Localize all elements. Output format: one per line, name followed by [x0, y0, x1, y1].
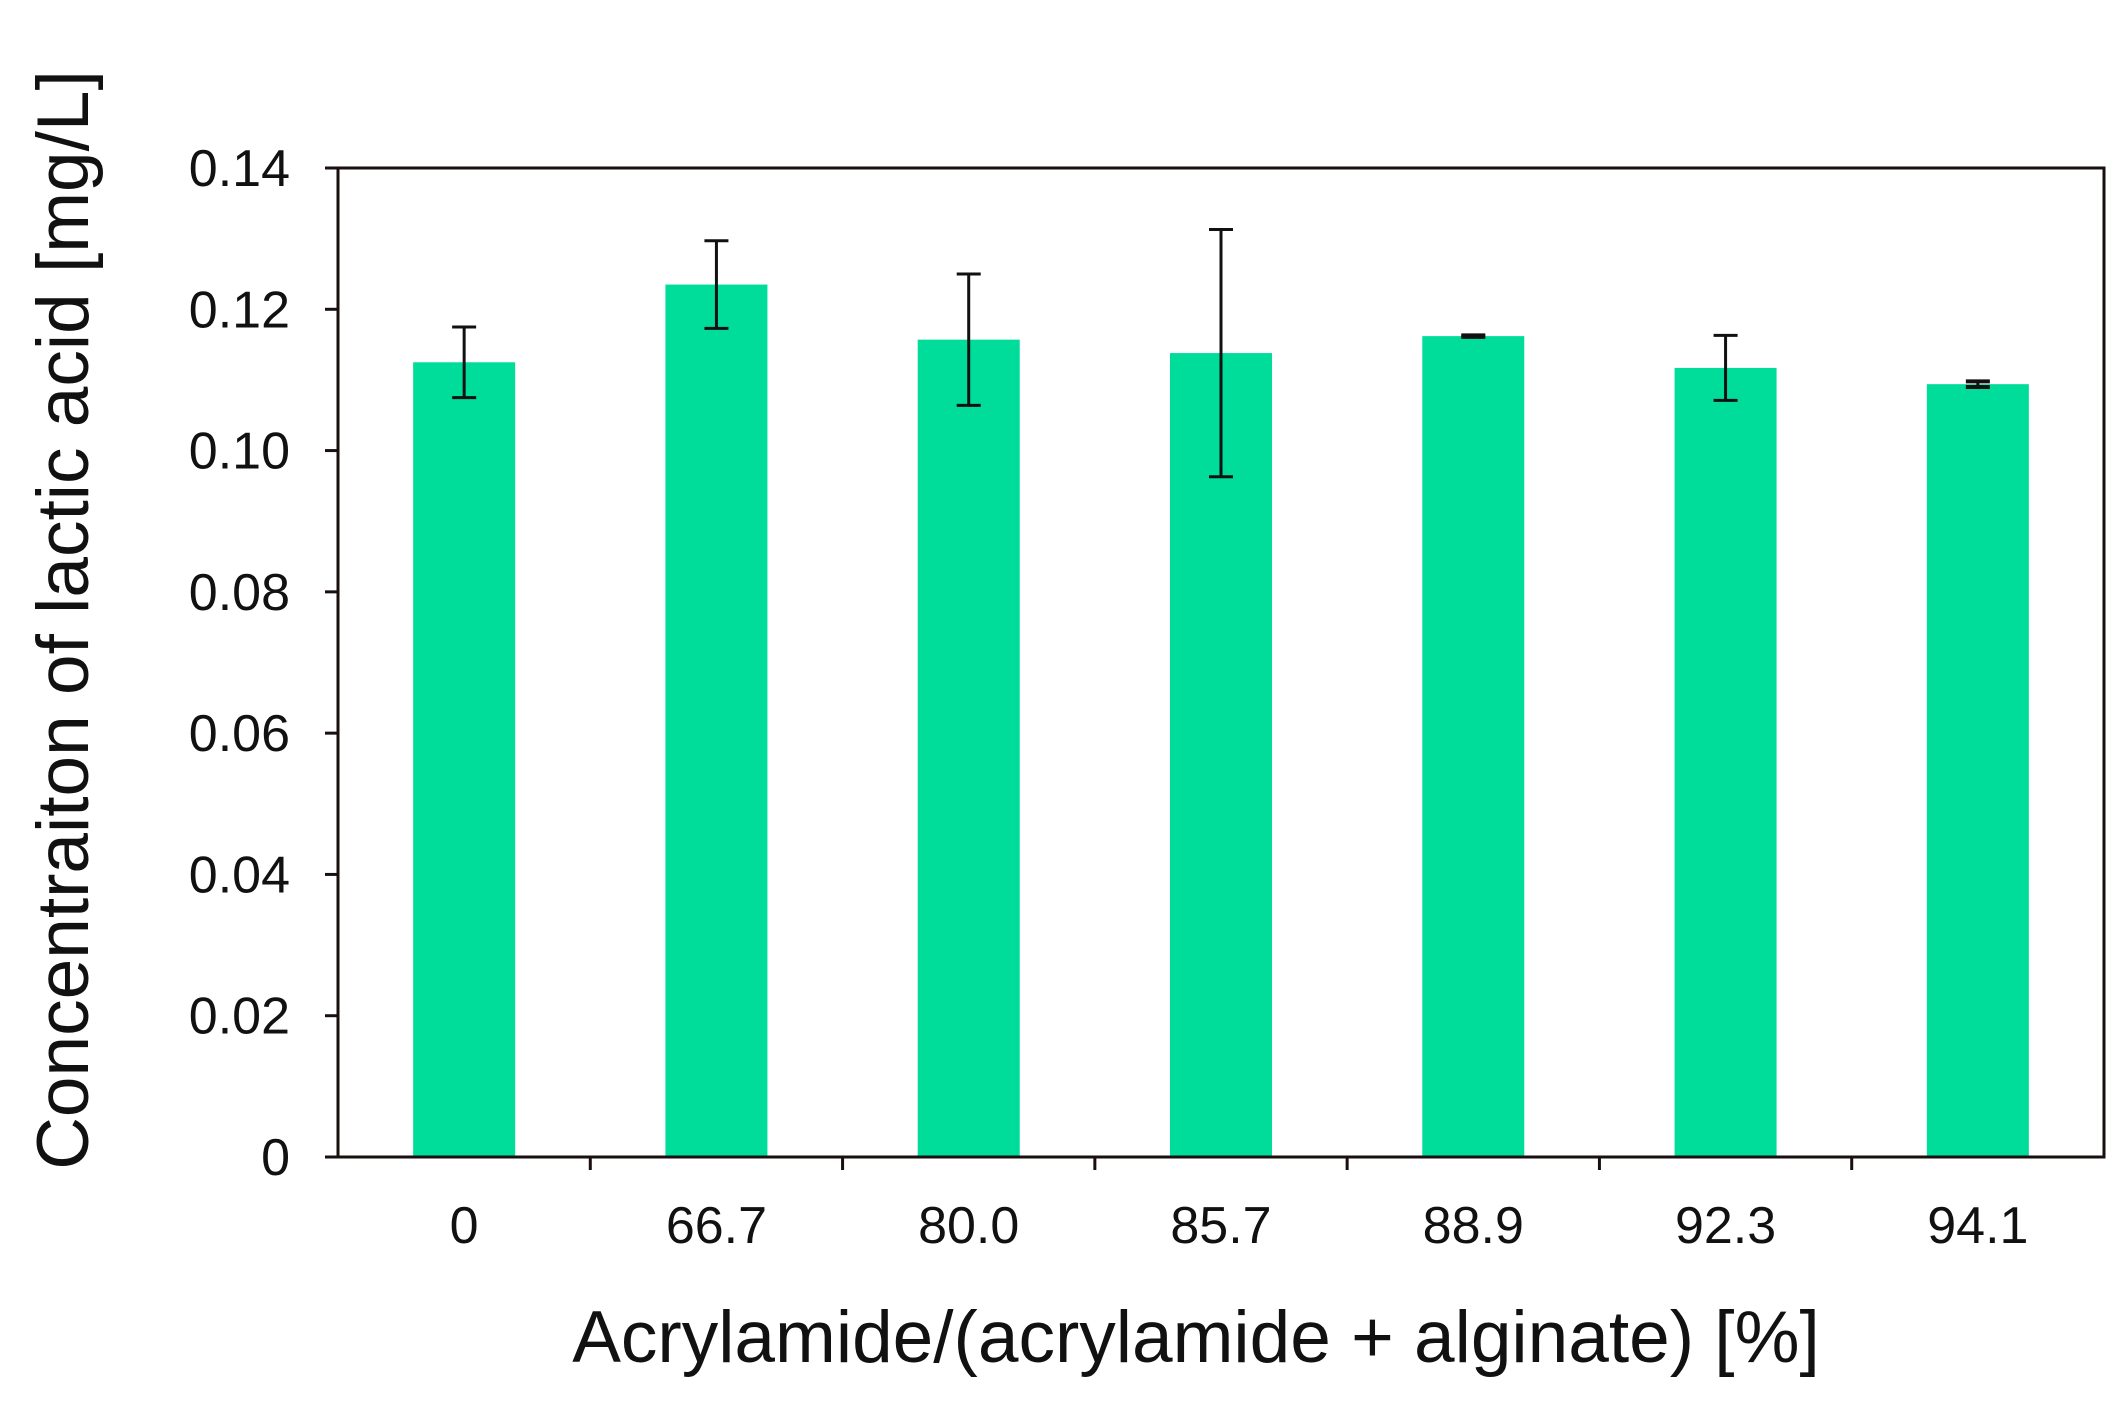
error-bar-0: [452, 325, 477, 400]
error-bar-85.7: [1209, 227, 1233, 479]
bar-66.7: [665, 284, 768, 1158]
tick-labels-layer: 0 66.7 80.0 85.7 88.9 92.3 94.1 0 0.02 0.04 0.06 0.…: [189, 140, 2029, 1255]
plot-frame: [336, 166, 2106, 1159]
x-tick-label: 66.7: [666, 1197, 767, 1255]
bars-layer: [413, 284, 2029, 1158]
y-tick-label: 0.06: [189, 705, 290, 763]
y-tick-label: 0.02: [189, 988, 290, 1046]
x-tick-label: 94.1: [1927, 1197, 2028, 1255]
x-tick-label: 88.9: [1423, 1197, 1524, 1255]
error-bar-66.7: [704, 239, 729, 330]
bar-85.7: [1170, 353, 1272, 1157]
y-tick-label: 0: [261, 1129, 290, 1187]
error-bar-88.9: [1461, 333, 1486, 339]
error-bars-layer: [452, 227, 1990, 479]
y-tick-label: 0.08: [189, 564, 290, 622]
error-bar-92.3: [1713, 333, 1738, 402]
x-tick-label: 80.0: [918, 1197, 1019, 1255]
y-axis-label: Concentraiton of lactic acid [mg/L]: [23, 70, 104, 1170]
y-tick-label: 0.04: [189, 846, 290, 904]
bar-80.0: [917, 339, 1020, 1158]
x-axis-label: Acrylamide/(acrylamide + alginate) [%]: [572, 1297, 1820, 1378]
error-bar-80.0: [956, 272, 981, 407]
bar-0: [413, 362, 516, 1158]
y-tick-label: 0.12: [189, 281, 290, 339]
y-tick-label: 0.10: [189, 423, 290, 481]
x-tick-label: 0: [450, 1197, 479, 1255]
x-tick-label: 92.3: [1675, 1197, 1776, 1255]
axes-layer: [325, 166, 2106, 1170]
bar-88.9: [1422, 336, 1525, 1157]
bar-94.1: [1926, 384, 2029, 1158]
error-bar-94.1: [1965, 379, 1990, 389]
x-tick-label: 85.7: [1170, 1197, 1271, 1255]
y-tick-label: 0.14: [189, 140, 290, 198]
bar-92.3: [1674, 367, 1777, 1157]
